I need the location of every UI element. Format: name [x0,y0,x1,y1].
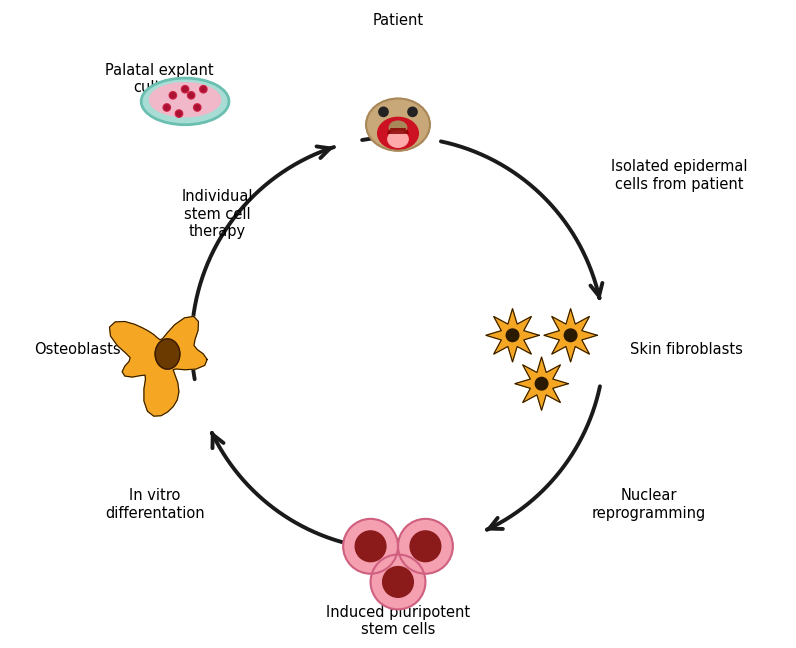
Ellipse shape [388,131,408,147]
Text: Nuclear
reprogramming: Nuclear reprogramming [591,489,706,521]
Ellipse shape [155,339,180,369]
Circle shape [175,110,182,117]
Polygon shape [110,316,207,416]
Circle shape [410,531,441,562]
Text: Isolated epidermal
cells from patient: Isolated epidermal cells from patient [611,159,747,192]
Circle shape [170,91,177,99]
Circle shape [189,93,193,98]
Circle shape [188,91,195,99]
Circle shape [535,377,548,390]
Circle shape [383,566,413,597]
Text: Induced pluripotent
stem cells: Induced pluripotent stem cells [326,605,470,637]
Ellipse shape [377,117,419,149]
Text: Patient: Patient [373,13,423,29]
Polygon shape [515,357,568,410]
Text: Skin fibroblasts: Skin fibroblasts [630,342,743,357]
Text: Individual
stem cell
therapy: Individual stem cell therapy [181,189,253,239]
Circle shape [163,104,170,111]
Circle shape [170,93,175,98]
Circle shape [201,87,206,91]
Circle shape [564,329,577,341]
Circle shape [182,87,188,91]
Text: Osteoblasts: Osteoblasts [34,342,120,357]
Ellipse shape [366,98,430,151]
Ellipse shape [389,121,407,134]
Ellipse shape [150,83,220,117]
Circle shape [193,104,201,111]
Circle shape [181,86,189,93]
Circle shape [164,105,170,110]
Ellipse shape [141,78,229,124]
Text: Palatal explant
culture: Palatal explant culture [105,63,213,95]
Circle shape [379,107,388,117]
Circle shape [195,105,200,110]
Polygon shape [486,308,539,362]
Circle shape [398,519,453,573]
Polygon shape [544,308,597,362]
Circle shape [177,111,181,116]
Circle shape [506,329,519,341]
Circle shape [343,519,398,573]
Circle shape [200,86,207,93]
Circle shape [371,555,425,609]
Circle shape [355,531,386,562]
Text: In vitro
differentation: In vitro differentation [105,489,205,521]
Circle shape [408,107,417,117]
